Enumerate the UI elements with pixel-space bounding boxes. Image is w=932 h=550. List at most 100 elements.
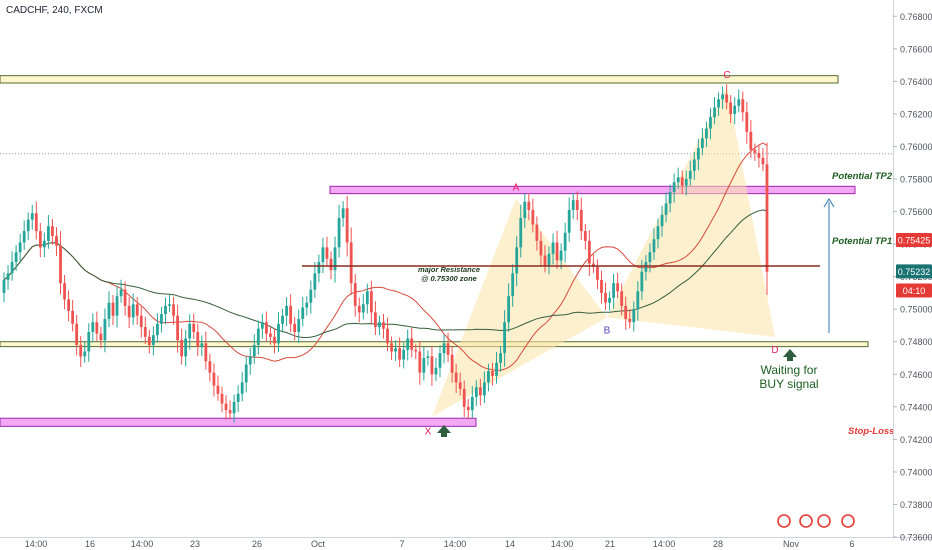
candle-body	[75, 323, 79, 345]
candle-body	[713, 107, 716, 118]
candle-body	[640, 271, 644, 292]
candle-body	[543, 255, 547, 266]
candle-body	[216, 385, 220, 394]
candle-body	[91, 322, 95, 332]
candle-body	[6, 273, 10, 280]
candle-body	[103, 318, 107, 341]
candle-body	[317, 261, 321, 274]
candle-body	[741, 99, 745, 113]
candle-body	[176, 315, 179, 341]
price-badge-label: 04:10	[903, 286, 926, 296]
candle-body	[539, 240, 543, 256]
candle-body	[632, 309, 636, 323]
price-tick-label: 0.74400	[900, 402, 932, 412]
candle-body	[256, 328, 260, 345]
candle-body	[325, 247, 329, 259]
candle-body	[583, 231, 587, 241]
slow-moving-average	[3, 209, 768, 339]
candle-body	[604, 292, 607, 303]
candle-body	[18, 242, 22, 253]
candle-body	[656, 226, 660, 240]
annotations: Potential TP2 Potential TP1 major Resistan…	[302, 171, 894, 437]
candle-body	[575, 200, 579, 210]
candle-body	[680, 177, 684, 186]
candle-body	[204, 343, 208, 362]
candle-body	[151, 335, 155, 345]
candle-body	[499, 353, 502, 363]
resistance-label: major Resistance	[418, 265, 480, 274]
candle-body	[406, 338, 410, 350]
candle-body	[454, 372, 458, 383]
candle-body	[273, 336, 276, 344]
price-badge	[896, 283, 932, 298]
candle-body	[729, 102, 733, 114]
candle-body	[709, 117, 712, 129]
candle-body	[252, 344, 256, 357]
candle-body	[220, 393, 224, 404]
candle-body	[438, 353, 442, 368]
candle-body	[402, 349, 406, 360]
candle-body	[523, 201, 527, 219]
time-axis: 14:00 16 14:00 23 26 Oct 7 14:00 14 14:00 21 14:00 2…	[25, 539, 855, 549]
candle-body	[571, 200, 575, 210]
time-tick-label: Oct	[311, 539, 326, 549]
price-tick-label: 0.76600	[900, 44, 932, 54]
candle-body	[745, 112, 749, 132]
candle-body	[51, 226, 54, 236]
candle-body	[462, 388, 466, 407]
candle-body	[111, 302, 115, 316]
candle-body	[164, 305, 167, 315]
candle-body	[450, 354, 454, 373]
candle-body	[353, 283, 357, 306]
candle-body	[357, 305, 361, 313]
tp1-label: Potential TP1	[832, 236, 892, 247]
replay-icons[interactable]	[777, 514, 855, 528]
candle-body	[495, 362, 498, 376]
price-tick-label: 0.75600	[900, 207, 932, 217]
candle-body	[701, 138, 704, 149]
candle-body	[147, 336, 151, 345]
price-tick-label: 0.74000	[900, 467, 932, 477]
time-tick-label: 6	[849, 539, 854, 549]
candle-body	[446, 343, 450, 355]
candle-body	[172, 304, 175, 316]
time-tick-label: 14:00	[25, 539, 48, 549]
candle-body	[608, 297, 611, 303]
zone-top-resistance	[0, 75, 839, 84]
candle-body	[374, 312, 377, 328]
candle-body	[737, 99, 741, 106]
candle-body	[333, 247, 337, 271]
price-tick-label: 0.74800	[900, 337, 932, 347]
candle-body	[22, 231, 26, 243]
candles	[2, 84, 769, 423]
tp2-label: Potential TP2	[832, 171, 893, 182]
candle-body	[135, 304, 139, 316]
candle-body	[579, 209, 583, 232]
candle-body	[692, 159, 696, 171]
candle-body	[705, 128, 708, 139]
pattern-point-B: B	[604, 325, 611, 336]
candle-body	[761, 157, 765, 165]
candle-body	[139, 315, 143, 328]
candle-body	[470, 397, 474, 411]
candle-body	[289, 305, 293, 324]
candle-body	[71, 310, 75, 324]
candle-body	[123, 289, 127, 306]
candle-body	[200, 343, 204, 347]
candle-body	[232, 401, 236, 414]
candle-body	[361, 304, 365, 313]
candle-body	[156, 323, 159, 336]
zone-pattern-resistance	[329, 185, 856, 195]
time-tick-label: 26	[252, 539, 262, 549]
candle-body	[369, 291, 373, 313]
candle-body	[478, 387, 482, 396]
candle-body	[382, 322, 385, 329]
price-tick-label: 0.75000	[900, 305, 932, 315]
price-badge-label: 0.75232	[898, 267, 931, 277]
time-tick-label: 23	[190, 539, 200, 549]
candle-body	[414, 349, 418, 352]
candle-body	[418, 351, 422, 373]
candle-body	[519, 218, 523, 248]
candle-body	[301, 307, 305, 319]
